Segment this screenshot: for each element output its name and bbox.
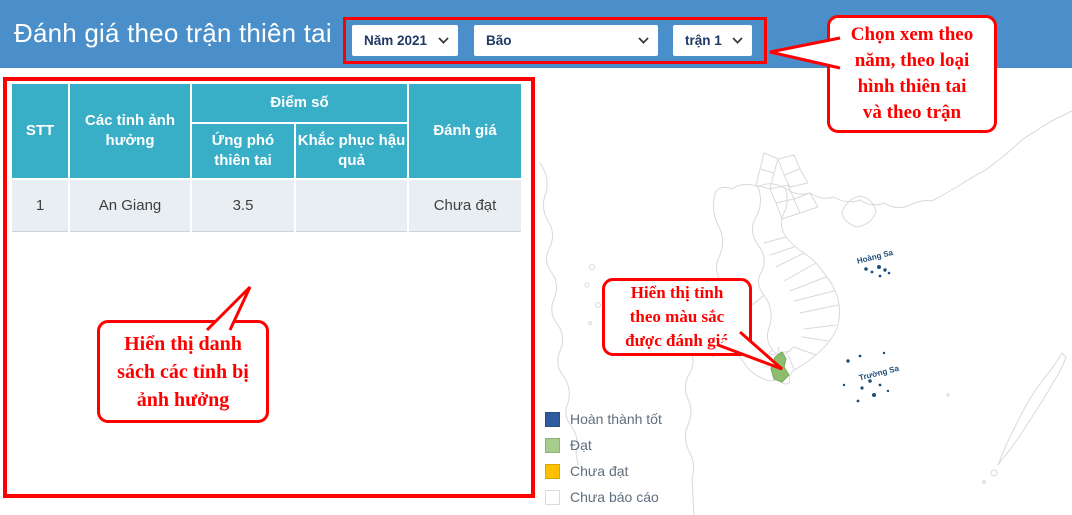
legend-label: Chưa đạt [570, 463, 629, 479]
cell-evaluation: Chưa đạt [407, 178, 524, 232]
page-title: Đánh giá theo trận thiên tai [14, 18, 332, 48]
map-vietnam-coast [684, 187, 841, 515]
table-row[interactable]: 1 An Giang 3.5 Chưa đạt [10, 178, 524, 232]
callout-line: theo màu sắc [629, 307, 725, 326]
legend-item-passed: Đạt [545, 432, 662, 458]
col-header-response-score: Ứng phó thiên tai [190, 122, 296, 180]
truong-sa-label: Trường Sa [858, 364, 900, 383]
legend-label: Đạt [570, 437, 592, 453]
callout-line: và theo trận [862, 102, 962, 123]
cell-stt: 1 [10, 178, 70, 232]
filters-annotation-outline [343, 17, 767, 64]
col-header-recovery-score: Khắc phục hậu quả [293, 122, 410, 180]
col-header-province: Các tỉnh ảnh hưởng [68, 82, 192, 180]
callout-line: được đánh giá [625, 331, 729, 350]
highlighted-province[interactable] [770, 351, 790, 383]
callout-line: Hiển thị tỉnh [630, 283, 724, 302]
legend-item-completed: Hoàn thành tốt [545, 406, 662, 432]
cell-province: An Giang [68, 178, 192, 232]
map-china-coast [784, 110, 1072, 209]
event-number-select-value: trận 1 [685, 33, 722, 48]
callout-map-note: Hiển thị tỉnh theo màu sắc được đánh giá [602, 278, 752, 356]
disaster-type-select[interactable]: Bão [474, 25, 658, 56]
legend-label: Hoàn thành tốt [570, 411, 662, 427]
cell-response-score: 3.5 [190, 178, 296, 232]
callout-line: hình thiên tai [857, 76, 967, 97]
legend-item-no-report: Chưa báo cáo [545, 484, 662, 510]
callout-line: Hiển thị danh [124, 332, 242, 355]
col-header-evaluation: Đánh giá [407, 82, 524, 180]
callout-line: ảnh hưởng [136, 388, 230, 411]
year-select-value: Năm 2021 [364, 33, 428, 48]
col-header-stt: STT [10, 82, 70, 180]
event-number-select[interactable]: trận 1 [673, 25, 752, 56]
callout-line: năm, theo loại [854, 50, 970, 71]
col-header-score-group: Điểm số [189, 82, 410, 124]
truong-sa-islands: Trường Sa [842, 351, 900, 403]
chevron-down-icon [732, 37, 743, 44]
legend-swatch-completed [545, 411, 560, 427]
disaster-type-select-value: Bão [486, 33, 512, 48]
cell-recovery-score [293, 178, 410, 232]
legend-swatch-not-passed [545, 463, 560, 479]
map-hainan-island [841, 195, 877, 228]
chevron-down-icon [438, 37, 449, 44]
map-west-coast [539, 162, 579, 466]
legend-swatch-passed [545, 437, 560, 453]
map-palawan-island [997, 352, 1067, 466]
legend-label: Chưa báo cáo [570, 489, 659, 505]
hoang-sa-label: Hoàng Sa [856, 248, 895, 266]
affected-provinces-table: STT Các tỉnh ảnh hưởng Điểm số Đánh giá … [10, 82, 524, 232]
map-legend: Hoàn thành tốt Đạt Chưa đạt Chưa báo cáo [545, 406, 662, 510]
legend-swatch-no-report [545, 489, 560, 505]
chevron-down-icon [638, 37, 649, 44]
callout-line: sách các tỉnh bị [117, 360, 249, 383]
callout-line: Chọn xem theo [850, 24, 974, 45]
callout-table-note: Hiển thị danh sách các tỉnh bị ảnh hưởng [97, 320, 269, 423]
legend-item-not-passed: Chưa đạt [545, 458, 662, 484]
hoang-sa-islands: Hoàng Sa [856, 248, 895, 278]
year-select[interactable]: Năm 2021 [352, 25, 458, 56]
callout-filters-note: Chọn xem theo năm, theo loại hình thiên … [827, 15, 997, 133]
